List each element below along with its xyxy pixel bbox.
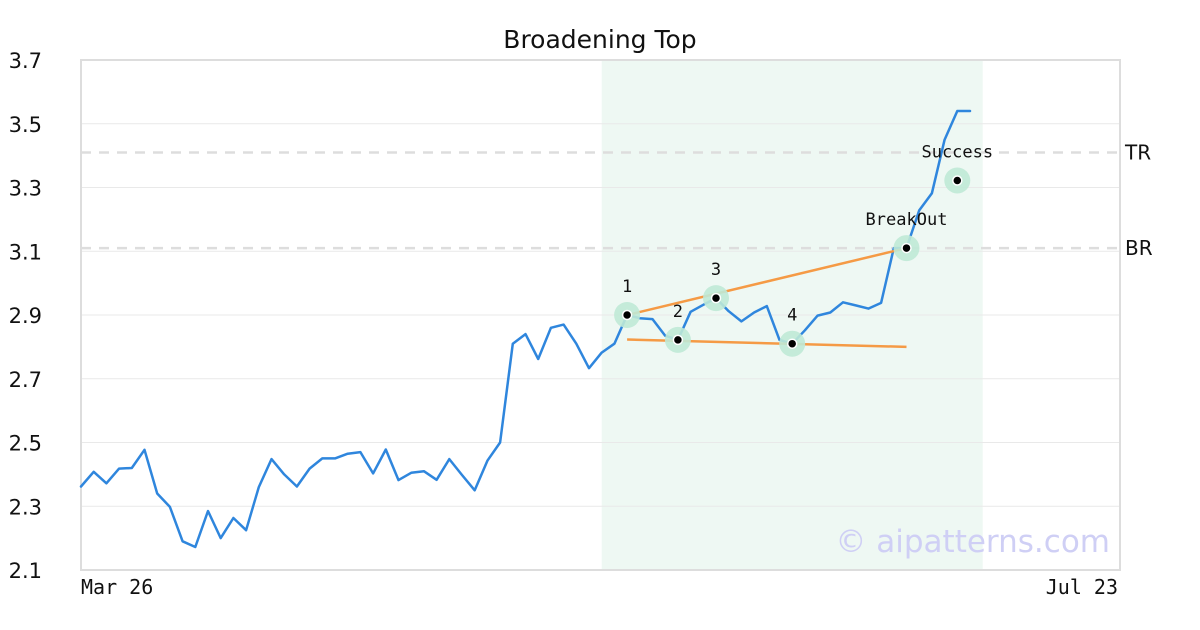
point-label-1: 1	[622, 277, 632, 297]
watermark: © aipatterns.com	[835, 524, 1110, 560]
point-marker-2	[672, 334, 684, 346]
point-marker-4	[786, 338, 798, 349]
level-lines-layer: TR BR	[81, 140, 1153, 260]
y-tick-label: 3.7	[9, 49, 42, 73]
series-layer	[79, 109, 972, 549]
pattern-points-layer: 1 2 3 4 BreakOut Success	[614, 142, 993, 357]
chart-title: Broadening Top	[503, 25, 696, 54]
y-tick-label: 2.1	[9, 559, 42, 583]
y-tick-label: 3.5	[9, 113, 42, 137]
y-tick-label: 2.3	[9, 495, 42, 519]
point-label-3: 3	[711, 260, 721, 280]
level-label-tr: TR	[1124, 140, 1151, 164]
point-marker-success	[952, 175, 963, 186]
point-label-success: Success	[921, 142, 993, 162]
point-label-breakout: BreakOut	[866, 210, 948, 230]
upper-trendline	[626, 246, 907, 317]
y-tick-label: 2.9	[9, 304, 42, 328]
price-series-line	[79, 109, 972, 549]
x-tick-start: Mar 26	[81, 575, 153, 599]
point-label-2: 2	[673, 302, 683, 322]
plot-frame	[80, 59, 1121, 571]
point-marker-3	[710, 292, 722, 304]
y-tick-label: 3.1	[9, 240, 42, 264]
point-marker-1	[621, 309, 633, 321]
point-label-4: 4	[787, 306, 797, 326]
x-tick-end: Jul 23	[1046, 575, 1118, 599]
y-tick-label: 2.5	[9, 432, 42, 456]
y-axis-ticks: 3.7 3.5 3.3 3.1 2.9 2.7 2.5 2.3 2.1	[9, 49, 42, 583]
level-label-br: BR	[1125, 236, 1153, 260]
y-tick-label: 2.7	[9, 368, 42, 392]
point-marker-breakout	[901, 242, 912, 254]
y-tick-label: 3.3	[9, 177, 42, 201]
